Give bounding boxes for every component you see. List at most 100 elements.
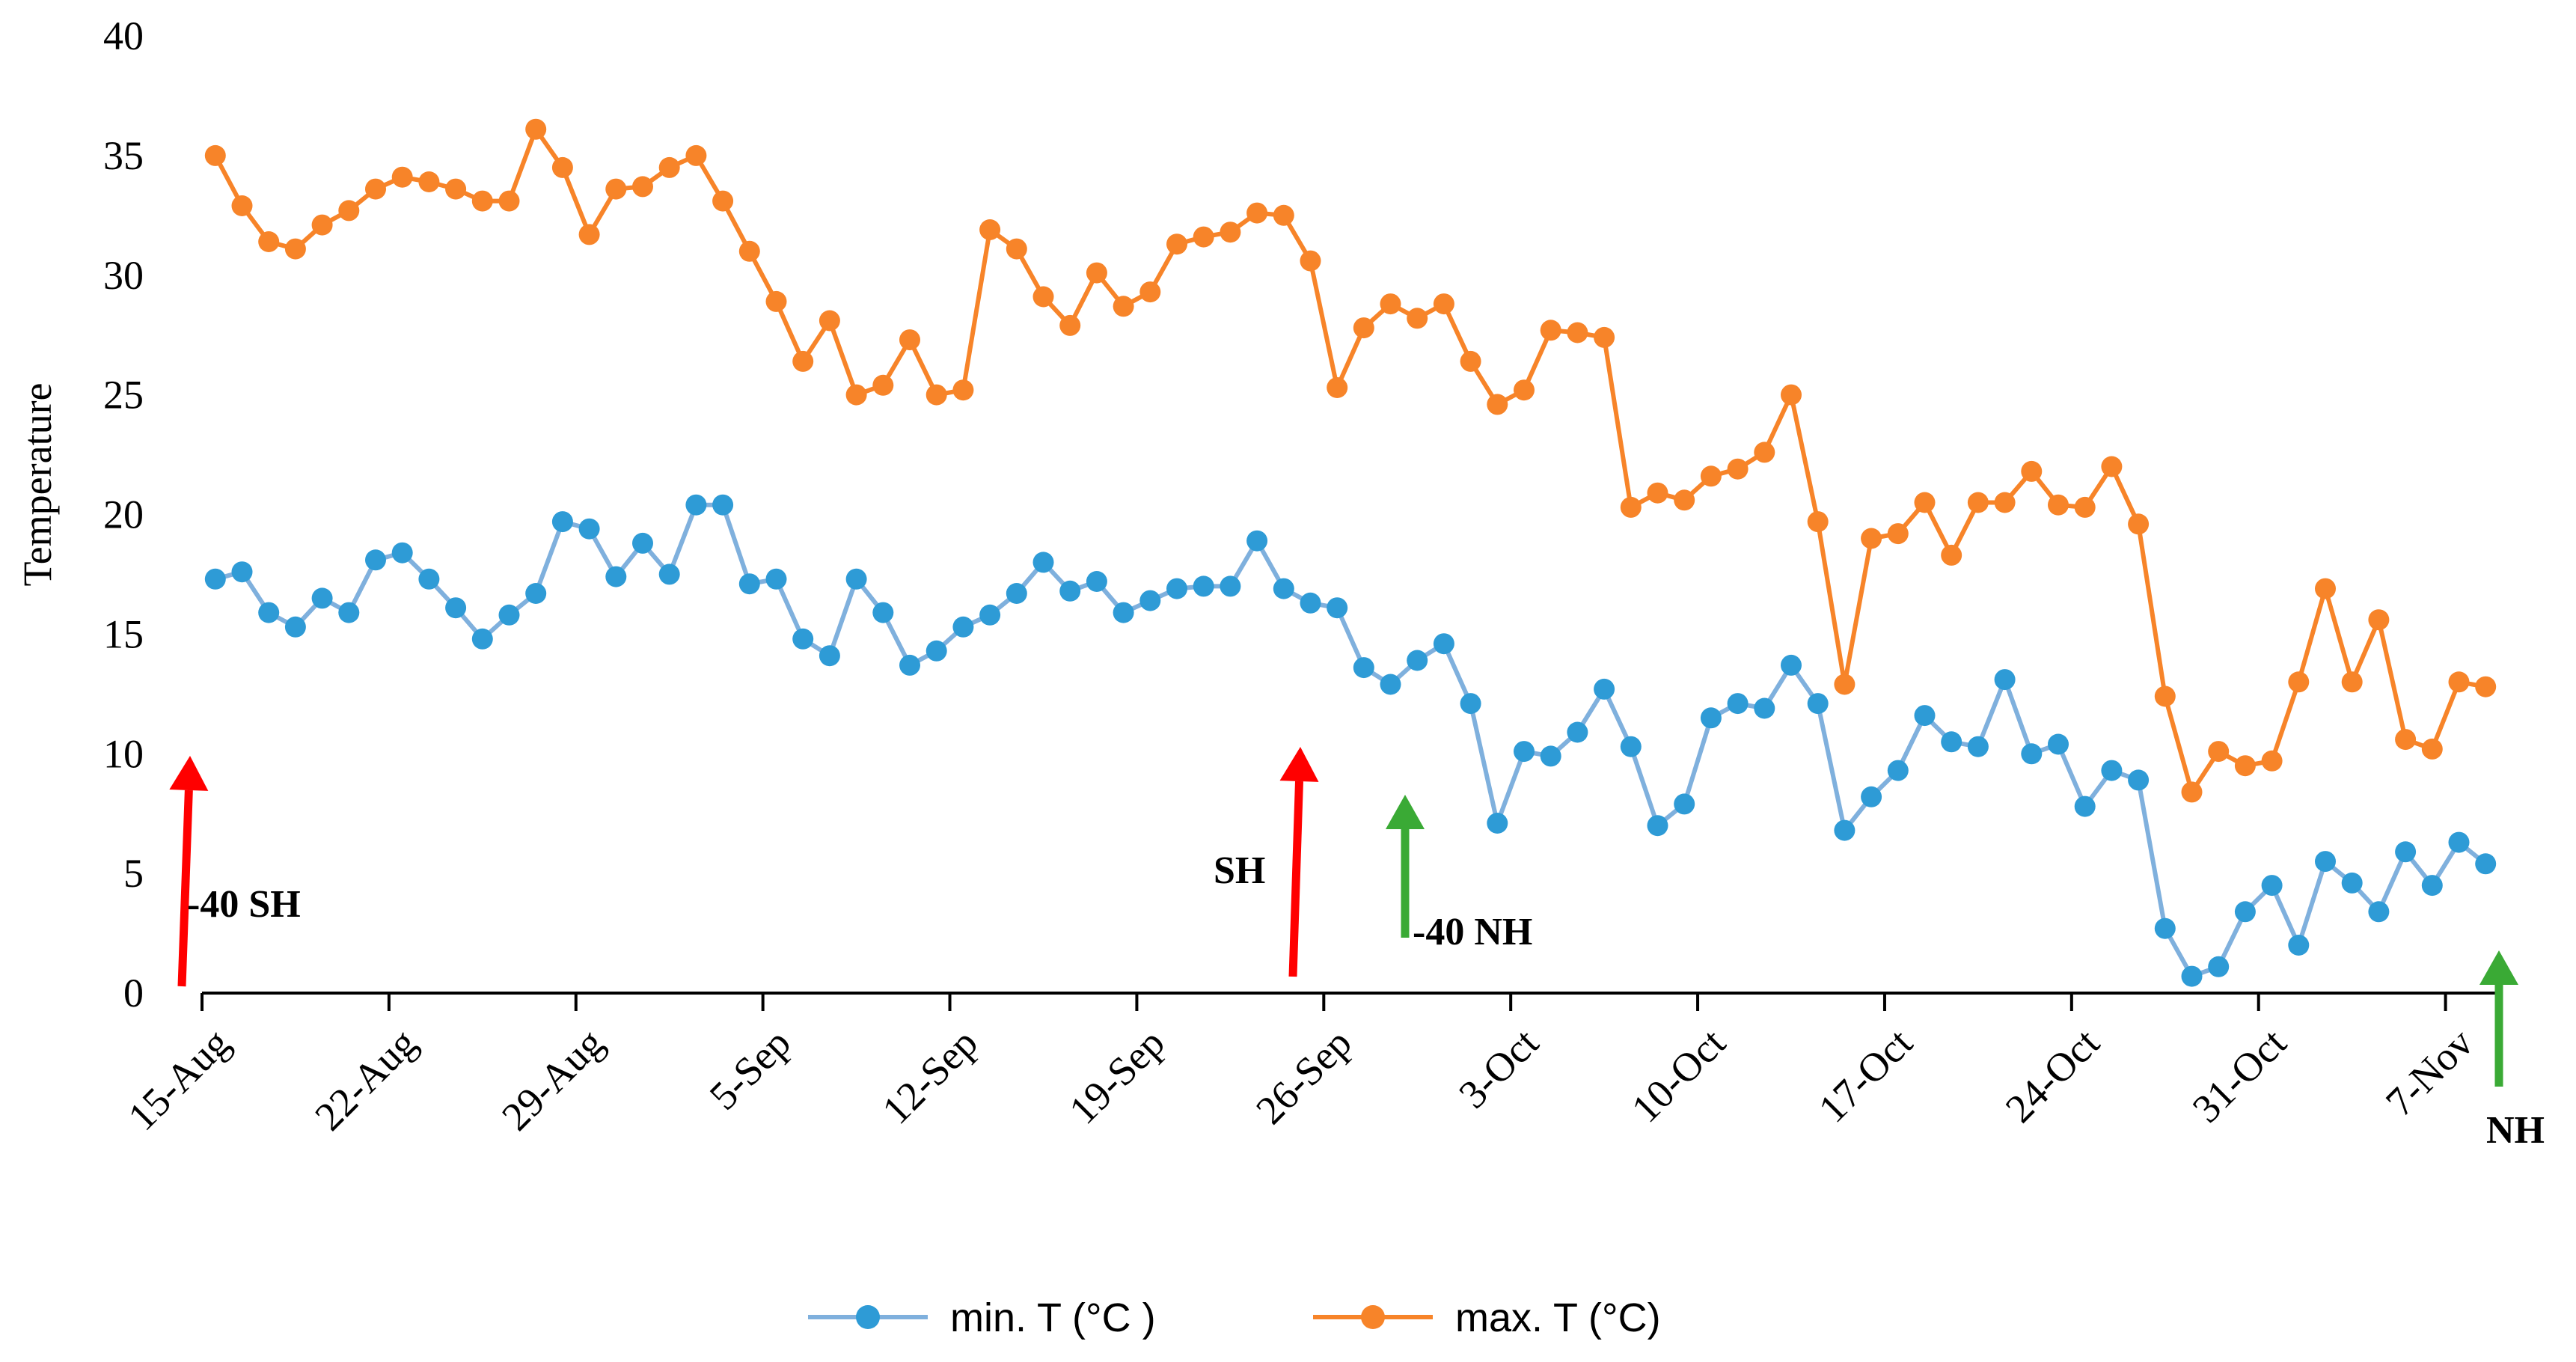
data-point-min bbox=[1006, 583, 1027, 604]
x-tick-label: 24-Oct bbox=[1997, 1020, 2108, 1131]
data-point-min bbox=[1220, 575, 1241, 597]
data-point-max bbox=[2421, 738, 2443, 760]
data-point-min bbox=[1032, 552, 1054, 573]
legend-label: max. T (°C) bbox=[1455, 1295, 1661, 1340]
data-point-max bbox=[1620, 496, 1642, 518]
data-point-min bbox=[284, 616, 306, 638]
data-point-min bbox=[819, 645, 840, 667]
data-point-max bbox=[1433, 293, 1454, 315]
x-tick-label: 22-Aug bbox=[306, 1020, 425, 1139]
data-point-min bbox=[391, 542, 413, 564]
data-point-max bbox=[2288, 671, 2310, 693]
data-point-max bbox=[284, 238, 306, 260]
data-point-min bbox=[365, 549, 386, 571]
x-tick-label: 7-Nov bbox=[2377, 1020, 2482, 1125]
data-point-min bbox=[1193, 575, 1214, 597]
data-point-max bbox=[1834, 674, 1855, 695]
data-point-min bbox=[338, 602, 360, 623]
data-point-max bbox=[525, 118, 547, 140]
data-point-min bbox=[2315, 851, 2336, 873]
annotation-label-nh: NH bbox=[2486, 1109, 2545, 1152]
data-point-max bbox=[231, 195, 253, 216]
x-tick-label: 17-Oct bbox=[1810, 1020, 1921, 1131]
data-point-min bbox=[1567, 721, 1588, 743]
data-point-min bbox=[2181, 965, 2203, 987]
data-point-min bbox=[2208, 956, 2230, 977]
data-point-max bbox=[1540, 320, 1561, 341]
data-point-max bbox=[1139, 281, 1161, 303]
legend-marker-swatch bbox=[856, 1305, 880, 1329]
red-arrow-icon bbox=[1279, 747, 1319, 977]
data-point-min bbox=[658, 564, 680, 585]
data-point-min bbox=[2421, 875, 2443, 897]
data-point-min bbox=[1166, 578, 1187, 599]
data-point-min bbox=[2475, 853, 2497, 875]
data-point-max bbox=[872, 374, 894, 396]
data-point-max bbox=[765, 290, 787, 312]
data-point-max bbox=[1487, 394, 1508, 415]
data-point-max bbox=[258, 231, 280, 252]
legend-marker-swatch bbox=[1361, 1305, 1385, 1329]
data-point-max bbox=[391, 166, 413, 188]
y-tick-label: 10 bbox=[103, 731, 144, 776]
data-point-min bbox=[551, 511, 573, 533]
data-point-max bbox=[926, 384, 947, 406]
data-point-min bbox=[738, 573, 760, 595]
data-point-max bbox=[1407, 308, 1428, 329]
legend-label: min. T (°C ) bbox=[950, 1295, 1156, 1340]
y-tick-label: 25 bbox=[103, 373, 144, 418]
data-point-min bbox=[1620, 736, 1642, 757]
data-point-max bbox=[1059, 314, 1081, 336]
data-point-min bbox=[1113, 602, 1134, 623]
data-point-max bbox=[1460, 350, 1481, 372]
data-point-max bbox=[845, 384, 867, 406]
green-arrow-icon bbox=[2479, 950, 2518, 1087]
data-point-min bbox=[1514, 741, 1535, 763]
data-point-min bbox=[418, 568, 440, 590]
series-group bbox=[204, 118, 2497, 987]
data-point-min bbox=[2154, 917, 2176, 939]
x-tick-label: 26-Sep bbox=[1247, 1020, 1360, 1133]
data-point-min bbox=[1487, 813, 1508, 834]
data-point-min bbox=[1781, 654, 1802, 676]
data-point-min bbox=[2288, 935, 2310, 956]
data-point-min bbox=[1407, 650, 1428, 671]
data-point-max bbox=[2128, 513, 2150, 535]
data-point-min bbox=[1059, 580, 1081, 602]
data-point-max bbox=[1700, 465, 1722, 487]
data-point-min bbox=[1754, 697, 1775, 719]
data-point-min bbox=[2074, 795, 2096, 817]
data-point-min bbox=[1300, 592, 1321, 614]
y-axis-title: Temperature bbox=[15, 382, 60, 586]
data-point-max bbox=[2234, 755, 2256, 777]
data-point-max bbox=[658, 156, 680, 178]
data-point-max bbox=[1994, 492, 2016, 513]
data-point-min bbox=[926, 640, 947, 662]
data-point-min bbox=[1327, 597, 1348, 619]
data-point-min bbox=[231, 561, 253, 583]
data-point-max bbox=[1514, 379, 1535, 401]
data-point-min bbox=[204, 568, 226, 590]
data-point-max bbox=[979, 219, 1001, 240]
x-tick-label: 3-Oct bbox=[1450, 1020, 1546, 1117]
legend: min. T (°C ) max. T (°C) bbox=[808, 1295, 1661, 1340]
data-point-min bbox=[765, 568, 787, 590]
data-point-max bbox=[2154, 685, 2176, 707]
data-point-min bbox=[1139, 590, 1161, 611]
data-point-max bbox=[2074, 496, 2096, 518]
data-point-max bbox=[418, 171, 440, 192]
data-point-min bbox=[712, 494, 734, 516]
data-point-min bbox=[2341, 872, 2363, 894]
data-point-min bbox=[1647, 815, 1668, 837]
data-point-max bbox=[1300, 250, 1321, 272]
data-point-min bbox=[872, 602, 894, 623]
data-point-max bbox=[1914, 492, 1936, 513]
data-point-max bbox=[1941, 544, 1962, 566]
data-point-min bbox=[1380, 674, 1401, 695]
data-point-min bbox=[685, 494, 707, 516]
data-point-max bbox=[551, 156, 573, 178]
data-point-max bbox=[819, 310, 840, 332]
data-point-max bbox=[2475, 676, 2497, 697]
legend-item-max: max. T (°C) bbox=[1313, 1295, 1661, 1340]
